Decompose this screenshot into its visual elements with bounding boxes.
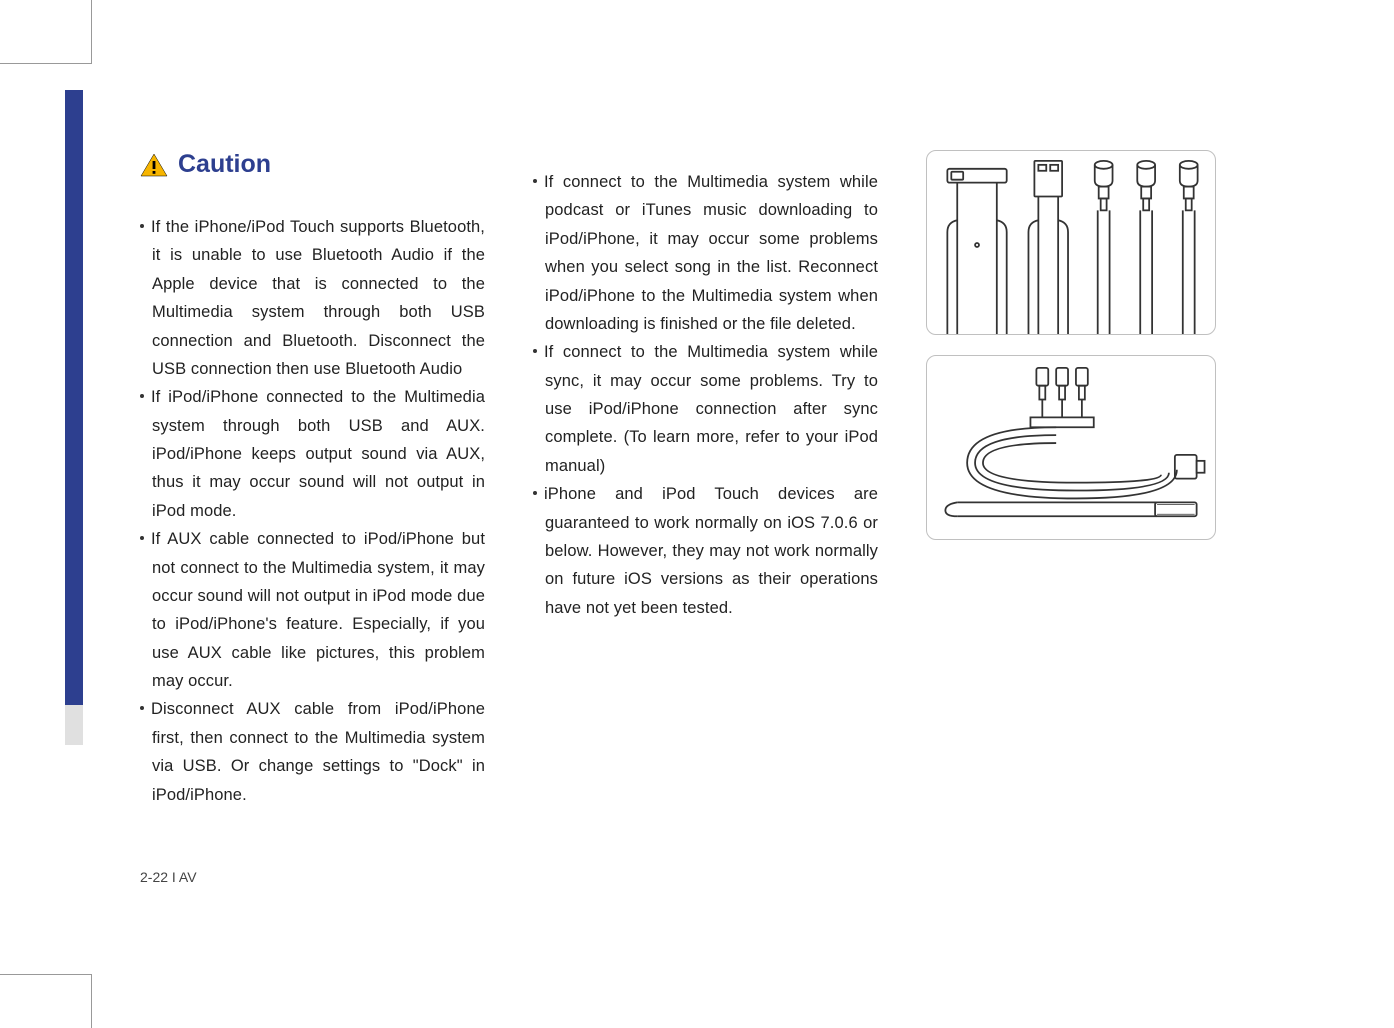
page-content: Caution If the iPhone/iPod Touch support…	[140, 150, 1265, 809]
dock-usb-aux-illustration	[927, 151, 1215, 334]
column-1: Caution If the iPhone/iPod Touch support…	[140, 150, 485, 809]
bullet-text: If AUX cable connected to iPod/iPhone bu…	[151, 530, 485, 690]
caution-heading: Caution	[140, 150, 485, 179]
list-item: If iPod/iPhone connected to the Multimed…	[140, 383, 485, 525]
crop-mark	[91, 0, 92, 64]
bullet-text: If iPod/iPhone connected to the Multimed…	[151, 388, 485, 520]
bullet-text: If connect to the Multimedia system whil…	[544, 173, 878, 333]
crop-mark	[0, 974, 92, 975]
crop-mark	[0, 63, 92, 64]
section-tab-blue	[65, 90, 83, 705]
list-item: Disconnect AUX cable from iPod/iPhone fi…	[140, 695, 485, 809]
page-number: 2-22 I AV	[140, 869, 197, 885]
coiled-cable-illustration	[927, 356, 1215, 539]
list-item: If the iPhone/iPod Touch supports Blueto…	[140, 213, 485, 383]
figure-coiled-cable	[926, 355, 1216, 540]
crop-mark	[91, 974, 92, 1028]
bullet-text: If connect to the Multimedia system whil…	[544, 343, 878, 475]
list-item: If connect to the Multimedia system whil…	[533, 338, 878, 480]
list-item: If AUX cable connected to iPod/iPhone bu…	[140, 525, 485, 695]
caution-label: Caution	[178, 150, 271, 179]
section-tab-light	[65, 705, 83, 745]
column-2: If connect to the Multimedia system whil…	[533, 150, 878, 809]
bullet-text: Disconnect AUX cable from iPod/iPhone fi…	[151, 700, 485, 803]
list-item: iPhone and iPod Touch devices are guaran…	[533, 480, 878, 622]
bullet-list-2: If connect to the Multimedia system whil…	[533, 168, 878, 622]
bullet-text: iPhone and iPod Touch devices are guaran…	[544, 485, 878, 617]
bullet-list-1: If the iPhone/iPod Touch supports Blueto…	[140, 213, 485, 809]
figure-cable-heads	[926, 150, 1216, 335]
bullet-text: If the iPhone/iPod Touch supports Blueto…	[151, 218, 485, 378]
list-item: If connect to the Multimedia system whil…	[533, 168, 878, 338]
column-3	[926, 150, 1216, 809]
warning-triangle-icon	[140, 153, 168, 177]
